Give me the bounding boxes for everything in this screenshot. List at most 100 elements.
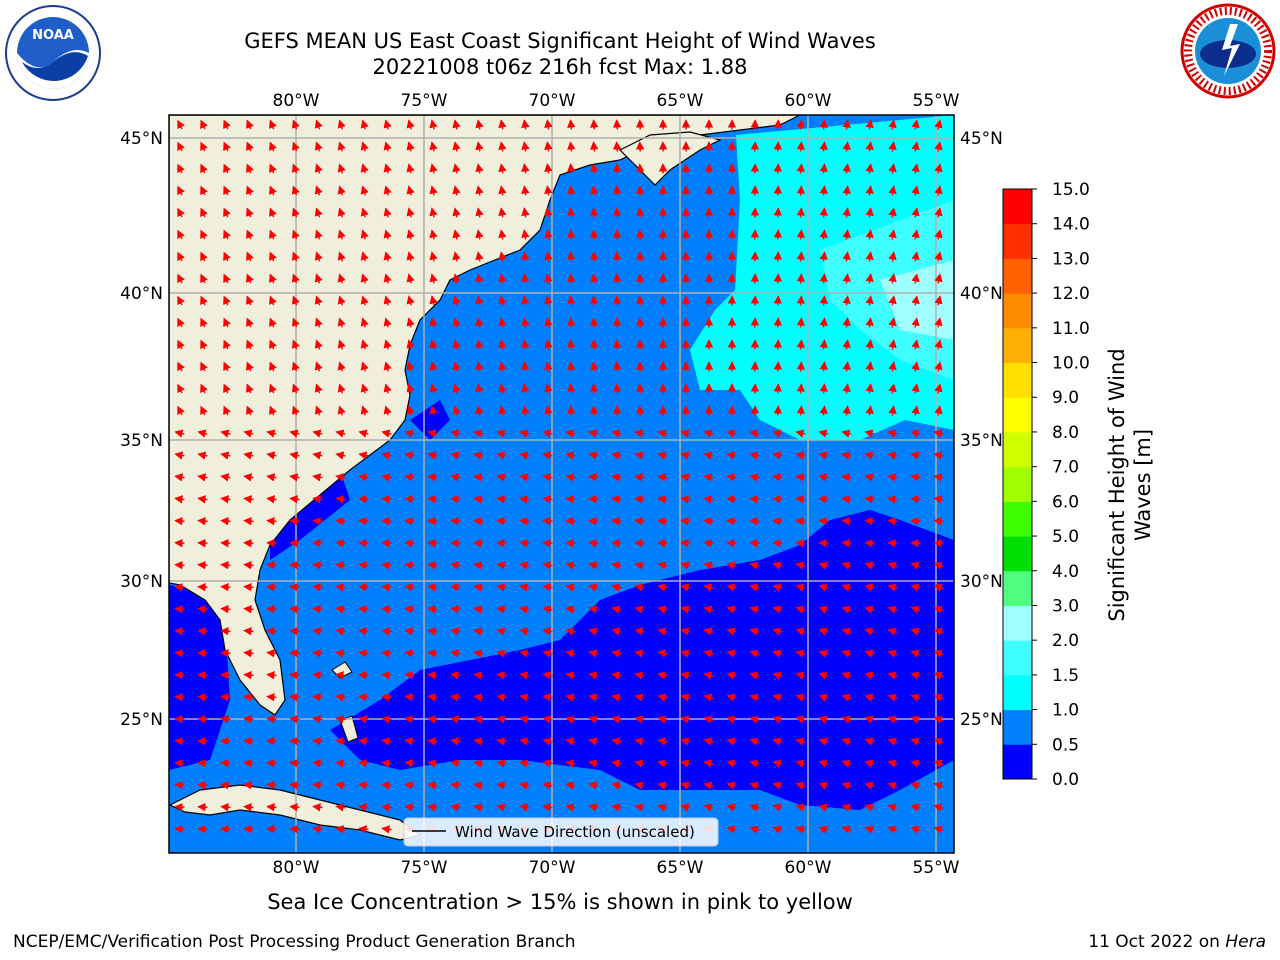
wind-arrow — [243, 671, 254, 680]
wind-arrow — [452, 361, 461, 372]
wind-arrow — [177, 185, 185, 196]
wind-arrow — [289, 605, 300, 614]
wind-arrow — [174, 582, 185, 592]
wind-arrow — [220, 649, 231, 658]
wind-arrow — [246, 163, 254, 174]
wind-arrow — [933, 825, 944, 834]
wind-arrow — [243, 495, 254, 504]
wind-arrow — [819, 339, 828, 350]
wind-arrow — [726, 451, 737, 460]
wind-arrow — [404, 781, 415, 790]
wind-arrow — [818, 781, 829, 790]
wind-arrow — [841, 627, 852, 636]
wind-arrow — [773, 207, 783, 218]
wind-arrow — [910, 495, 921, 504]
wind-arrow — [590, 273, 599, 284]
wind-arrow — [773, 405, 783, 416]
wind-arrow — [429, 207, 438, 218]
wind-arrow — [680, 693, 691, 702]
wind-arrow — [841, 825, 852, 834]
wind-arrow — [174, 451, 185, 460]
wind-arrow — [818, 649, 829, 658]
wind-arrow — [429, 383, 438, 394]
wind-arrow — [337, 185, 346, 196]
wind-arrow — [611, 715, 622, 724]
wind-arrow — [772, 451, 783, 460]
wind-arrow — [450, 605, 461, 614]
wind-arrow — [314, 229, 323, 240]
wind-arrow — [910, 671, 921, 680]
colorbar-tick-label: 6.0 — [1052, 492, 1079, 512]
wind-arrow — [383, 163, 392, 174]
wind-arrow — [243, 737, 254, 746]
wind-arrow — [335, 759, 346, 768]
wind-arrow — [934, 229, 943, 240]
wind-arrow — [588, 561, 599, 570]
wind-arrow — [335, 803, 346, 812]
wind-arrow — [177, 229, 185, 240]
wind-arrow — [427, 429, 438, 438]
wind-arrow — [703, 693, 714, 702]
wind-arrow — [519, 759, 530, 768]
wind-arrow — [565, 583, 576, 592]
wind-arrow — [381, 605, 392, 614]
wind-arrow — [680, 561, 691, 570]
wind-arrow — [749, 803, 760, 812]
colorbar-segment — [1003, 709, 1032, 745]
wind-arrow — [567, 383, 576, 394]
wind-arrow — [911, 405, 920, 416]
wind-arrow — [220, 715, 231, 724]
wind-arrow — [197, 473, 208, 482]
wind-arrow — [910, 737, 921, 746]
wind-arrow — [383, 339, 392, 350]
wind-arrow — [680, 495, 691, 504]
wind-arrow — [450, 583, 461, 592]
wind-arrow — [864, 495, 875, 504]
wind-arrow — [818, 759, 829, 768]
wind-arrow — [289, 693, 300, 702]
wind-arrow — [381, 451, 392, 460]
wind-arrow — [887, 825, 898, 834]
wind-arrow — [544, 273, 553, 284]
wind-arrow — [703, 429, 714, 438]
wind-arrow — [542, 671, 553, 680]
wind-arrow — [680, 781, 691, 790]
wind-arrow — [911, 317, 920, 328]
wind-arrow — [358, 825, 369, 834]
wind-arrow — [795, 561, 806, 570]
wind-arrow — [588, 715, 599, 724]
wind-arrow — [611, 671, 622, 680]
wind-arrow — [795, 451, 806, 460]
wind-arrow — [588, 671, 599, 680]
wind-arrow — [865, 339, 874, 350]
map-legend: Wind Wave Direction (unscaled) — [403, 817, 719, 847]
wind-arrow — [496, 649, 507, 658]
wind-arrow — [498, 295, 507, 306]
wind-arrow — [360, 185, 369, 196]
wind-arrow — [519, 803, 530, 812]
wind-arrow — [197, 604, 208, 614]
colorbar-segment — [1003, 570, 1032, 606]
wind-arrow — [726, 517, 737, 526]
wind-arrow — [174, 648, 185, 658]
wind-arrow — [841, 605, 852, 614]
wind-arrow — [749, 495, 760, 504]
wind-arrow — [933, 605, 944, 614]
wind-arrow — [177, 163, 185, 174]
colorbar-segment — [1003, 536, 1032, 572]
wind-arrow — [933, 803, 944, 812]
wind-arrow — [749, 517, 760, 526]
wind-arrow — [519, 605, 530, 614]
wind-arrow — [865, 207, 874, 218]
wind-arrow — [404, 429, 415, 438]
wind-arrow — [865, 163, 874, 174]
wind-arrow — [381, 495, 392, 504]
wind-arrow — [544, 141, 553, 152]
wind-arrow — [680, 671, 691, 680]
wind-arrow — [450, 693, 461, 702]
map-gridlines — [169, 115, 954, 853]
wind-arrow — [842, 185, 851, 196]
wind-arrow — [360, 207, 369, 218]
wind-arrow — [657, 517, 668, 526]
wind-arrow — [521, 295, 530, 306]
